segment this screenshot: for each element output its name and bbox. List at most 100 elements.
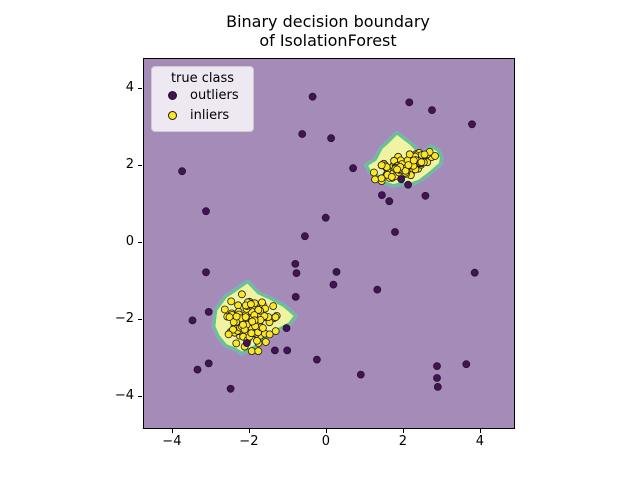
outlier-point: [385, 197, 394, 206]
y-tick-mark: [138, 242, 142, 244]
inlier-point: [404, 161, 413, 169]
y-tick-label: −4: [114, 387, 134, 403]
x-tick-label: −2: [239, 434, 259, 449]
inlier-point: [431, 152, 439, 160]
inlier-point: [417, 158, 426, 167]
outlier-point: [291, 259, 300, 268]
outlier-point: [433, 362, 441, 371]
inlier-point: [409, 156, 418, 165]
x-tick-mark: [325, 429, 327, 433]
outlier-point: [373, 285, 382, 294]
y-tick-mark: [138, 165, 142, 167]
inlier-point: [232, 312, 241, 321]
outlier-point: [377, 191, 386, 200]
inlier-point: [271, 327, 280, 336]
outlier-point: [188, 316, 197, 325]
inlier-point: [247, 329, 256, 338]
outlier-point: [329, 280, 338, 289]
x-tick-label: 4: [475, 434, 485, 449]
outlier-point: [283, 346, 292, 355]
outlier-point: [298, 130, 307, 138]
chart-title-line-1: Binary decision boundary: [226, 12, 430, 31]
inlier-point: [405, 150, 414, 159]
outlier-point: [193, 365, 202, 374]
legend: true class outliers inliers: [151, 66, 254, 132]
outlier-point: [202, 268, 210, 277]
inlier-point: [227, 297, 236, 306]
outlier-point: [332, 267, 341, 276]
outlier-point: [242, 339, 251, 348]
chart-title-line-2: of IsolationForest: [259, 31, 397, 50]
scatter-canvas: [144, 59, 514, 428]
outlier-point: [202, 207, 210, 216]
inlier-point: [247, 347, 256, 356]
inlier-point: [261, 338, 270, 346]
x-tick-label: −4: [162, 434, 182, 449]
legend-label-inliers: inliers: [190, 108, 230, 123]
outlier-point: [204, 359, 213, 368]
y-tick-mark: [138, 319, 142, 320]
outlier-point: [421, 191, 430, 200]
outlier-point: [226, 384, 235, 393]
outlier-point: [404, 180, 413, 189]
outlier-point: [356, 370, 365, 379]
y-tick-label: −2: [114, 311, 134, 326]
x-tick-mark: [248, 429, 250, 433]
inliers-marker-icon: [168, 111, 177, 120]
outlier-point: [282, 324, 291, 333]
outlier-point: [470, 268, 479, 277]
inlier-point: [258, 298, 266, 307]
outlier-point: [428, 106, 436, 114]
x-tick-mark: [479, 429, 481, 433]
legend-title: true class: [170, 71, 235, 86]
y-tick-label: 4: [125, 80, 134, 96]
inlier-point: [220, 305, 229, 314]
inlier-point: [232, 339, 241, 348]
inlier-point: [239, 320, 247, 329]
inlier-point: [269, 302, 278, 311]
y-tick-mark: [138, 395, 142, 397]
plot-area: true class outliers inliers: [143, 58, 515, 429]
outlier-point: [312, 355, 321, 364]
outlier-point: [308, 92, 317, 101]
inlier-point: [253, 336, 261, 345]
outlier-point: [462, 360, 471, 369]
outlier-point: [391, 228, 399, 236]
inlier-point: [259, 324, 267, 332]
outlier-point: [292, 269, 301, 278]
inlier-point: [241, 313, 250, 322]
outlier-point: [405, 98, 414, 107]
inlier-point: [254, 305, 263, 314]
legend-label-outliers: outliers: [190, 88, 239, 103]
inlier-point: [247, 300, 255, 309]
inlier-point: [369, 168, 378, 177]
outlier-point: [433, 382, 442, 391]
y-tick-label: 2: [125, 157, 134, 173]
outlier-point: [204, 307, 213, 316]
outlier-point: [327, 134, 336, 143]
inlier-point: [229, 325, 237, 334]
y-tick-mark: [138, 88, 142, 90]
inlier-point: [254, 347, 263, 356]
outlier-point: [300, 232, 309, 241]
inlier-point: [377, 161, 386, 170]
inlier-point: [238, 290, 246, 299]
outlier-point: [349, 164, 358, 173]
x-tick-mark: [402, 429, 404, 433]
inlier-point: [248, 317, 257, 326]
outlier-point: [178, 167, 186, 176]
x-tick-label: 0: [321, 434, 331, 449]
outlier-point: [433, 374, 441, 382]
outlier-point: [270, 346, 279, 355]
outlier-point: [321, 213, 330, 222]
inlier-point: [393, 165, 402, 174]
inlier-point: [271, 313, 280, 322]
inlier-point: [420, 150, 429, 159]
y-tick-label: 0: [125, 234, 134, 250]
inlier-point: [371, 175, 380, 184]
x-tick-label: 2: [398, 434, 408, 449]
inlier-point: [224, 330, 233, 339]
inlier-point: [265, 330, 274, 339]
inlier-point: [234, 301, 242, 310]
outlier-point: [291, 292, 300, 301]
